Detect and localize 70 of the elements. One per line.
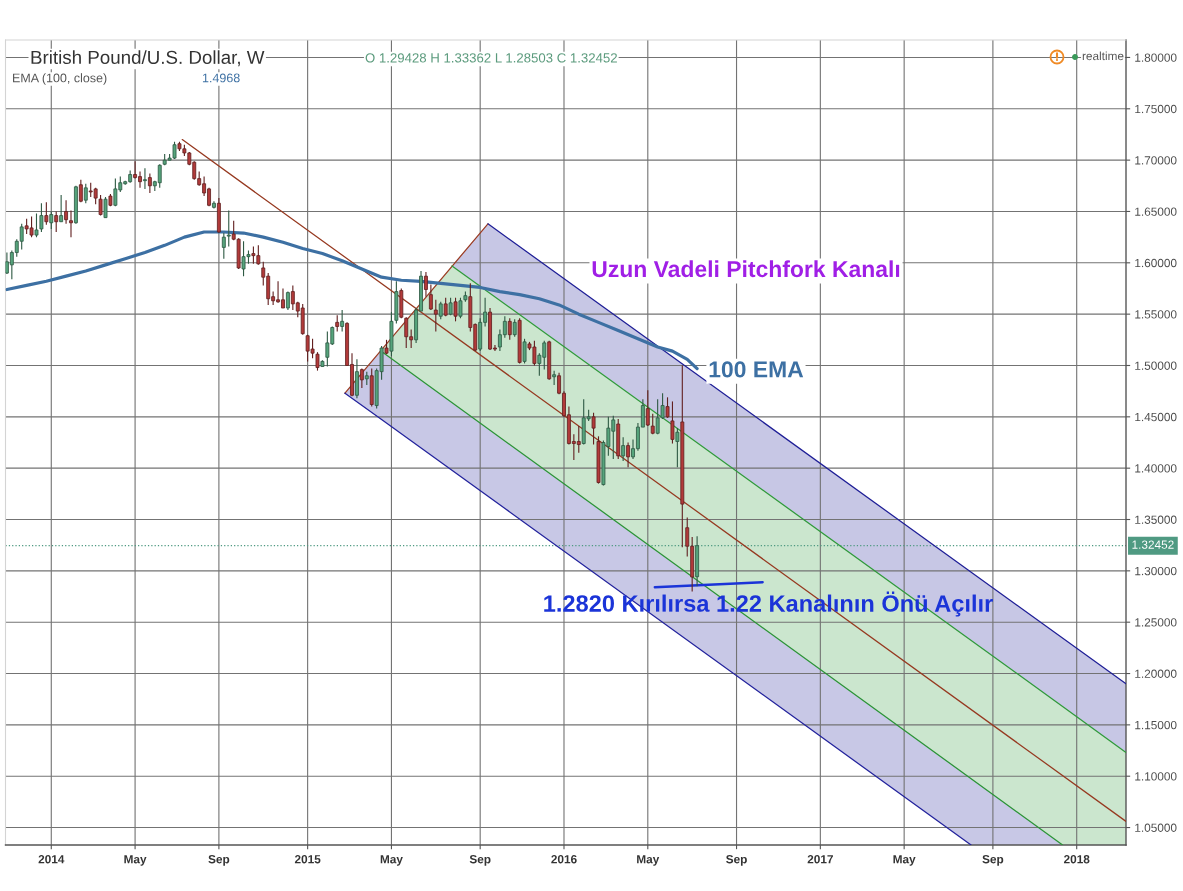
y-tick-label: 1.80000 — [1135, 53, 1177, 62]
candlestick — [113, 178, 118, 207]
candlestick — [133, 160, 138, 180]
candlestick — [458, 297, 463, 319]
candlestick — [576, 425, 581, 454]
y-tick-label: 1.65000 — [1135, 207, 1177, 216]
y-tick-label: 1.30000 — [1135, 566, 1177, 576]
candlestick — [404, 316, 409, 349]
candlestick — [591, 412, 596, 446]
candlestick — [621, 436, 626, 462]
series-label: 100 EMA — [709, 361, 804, 378]
candlestick — [340, 309, 345, 333]
candlestick — [670, 400, 675, 445]
y-tick-label: 1.05000 — [1135, 823, 1177, 832]
candlestick — [83, 183, 88, 204]
y-tick-label: 1.15000 — [1135, 720, 1177, 730]
candlestick — [147, 172, 152, 194]
y-tick-label: 1.75000 — [1135, 104, 1177, 114]
x-tick-label: May — [637, 855, 660, 866]
y-tick-label: 1.25000 — [1135, 618, 1177, 627]
candlestick — [103, 196, 108, 219]
candlestick — [59, 194, 64, 223]
x-tick-label: Sep — [208, 855, 230, 866]
candlestick — [64, 199, 68, 225]
x-tick-label: 2014 — [38, 855, 65, 864]
y-tick-label: 1.50000 — [1135, 361, 1177, 370]
x-tick-label: 2016 — [551, 855, 577, 864]
candlestick — [44, 201, 49, 226]
x-tick-label: May — [124, 855, 147, 866]
y-tick-label: 1.40000 — [1135, 464, 1177, 473]
candlestick — [69, 209, 73, 238]
candlestick — [98, 194, 103, 217]
x-tick-label: 2018 — [1063, 855, 1090, 864]
x-tick-label: Sep — [726, 855, 747, 866]
y-tick-label: 1.60000 — [1135, 258, 1177, 268]
candlestick — [626, 441, 631, 468]
x-tick-label: Sep — [982, 855, 1004, 866]
annotation: Uzun Vadeli Pitchfork Kanalı — [592, 260, 900, 278]
candlestick — [424, 271, 428, 298]
annotation: 1.4968 — [202, 73, 240, 83]
x-tick-label: 2015 — [294, 855, 321, 864]
x-tick-label: 2017 — [807, 855, 833, 864]
candlestick — [19, 223, 24, 251]
candlestick — [552, 370, 557, 386]
candlestick — [355, 358, 359, 399]
annotation: EMA (100, close) — [13, 73, 107, 85]
annotation: realtime — [1082, 51, 1124, 61]
x-tick-label: May — [893, 855, 916, 866]
annotation: O 1.29428 H 1.33362 L 1.28503 C 1.32452 — [365, 53, 617, 63]
y-tick-label: 1.45000 — [1135, 412, 1177, 422]
candlestick — [522, 338, 527, 364]
candlestick — [157, 163, 162, 189]
candlestick — [226, 209, 231, 247]
candlestick — [143, 167, 147, 190]
candlestick — [675, 427, 680, 468]
candlestick — [665, 396, 670, 419]
candlestick — [315, 351, 320, 372]
y-tick-label: 1.70000 — [1135, 156, 1177, 165]
y-tick-label: 1.10000 — [1135, 772, 1177, 781]
candlestick — [325, 331, 330, 368]
y-tick-label: 1.35000 — [1135, 515, 1177, 524]
y-tick-label: 1.20000 — [1135, 669, 1177, 678]
candlestick — [54, 210, 59, 233]
candlestick — [453, 297, 458, 322]
candlestick — [507, 317, 512, 341]
x-tick-label: Sep — [469, 855, 491, 866]
ref-line-label: 1.32452 — [1132, 540, 1174, 549]
chart-title: British Pound/U.S. Dollar, W — [31, 50, 265, 67]
y-tick-label: 1.55000 — [1135, 310, 1177, 319]
x-tick-label: May — [380, 855, 403, 866]
